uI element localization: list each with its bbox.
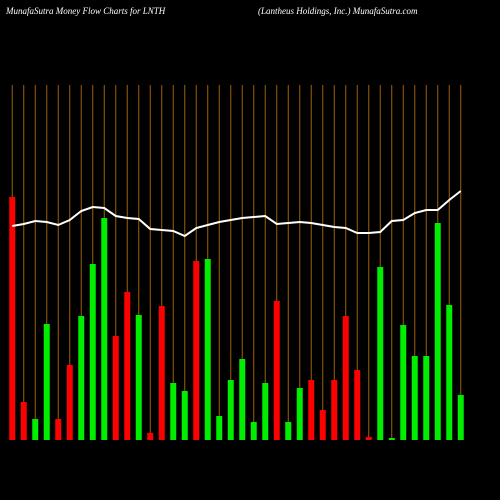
bar — [89, 264, 96, 440]
bar — [158, 306, 165, 440]
money-flow-line — [12, 190, 462, 238]
bar — [457, 395, 464, 440]
bar — [112, 336, 119, 440]
bar — [423, 356, 430, 440]
bar — [262, 383, 269, 440]
bar — [377, 267, 384, 440]
bar — [411, 356, 418, 440]
bar — [319, 410, 326, 440]
bar — [78, 316, 85, 440]
bar — [9, 197, 16, 440]
bar — [66, 365, 73, 440]
chart-subtitle: (Lantheus Holdings, Inc.) MunafaSutra.co… — [258, 6, 418, 16]
bar — [446, 305, 453, 440]
bar — [400, 325, 407, 440]
bar — [124, 292, 131, 440]
bar — [43, 324, 50, 440]
bar — [181, 391, 188, 440]
bar — [20, 402, 27, 440]
bar — [216, 416, 223, 440]
bar — [342, 316, 349, 440]
bar — [239, 359, 246, 440]
bar — [170, 383, 177, 440]
bar — [193, 261, 200, 440]
bar — [354, 370, 361, 440]
bar — [308, 380, 315, 440]
bar — [434, 223, 441, 440]
bar — [55, 419, 62, 440]
bar — [32, 419, 39, 440]
bar — [285, 422, 292, 440]
bar — [204, 259, 211, 440]
bar — [296, 388, 303, 440]
bar — [388, 438, 395, 440]
bar — [101, 218, 108, 440]
bar — [273, 301, 280, 440]
bar — [135, 315, 142, 440]
chart-title: MunafaSutra Money Flow Charts for LNTH — [5, 6, 166, 16]
bar — [365, 437, 372, 440]
bar — [250, 422, 257, 440]
bar — [331, 380, 338, 440]
bar — [227, 380, 234, 440]
bar — [147, 433, 154, 440]
